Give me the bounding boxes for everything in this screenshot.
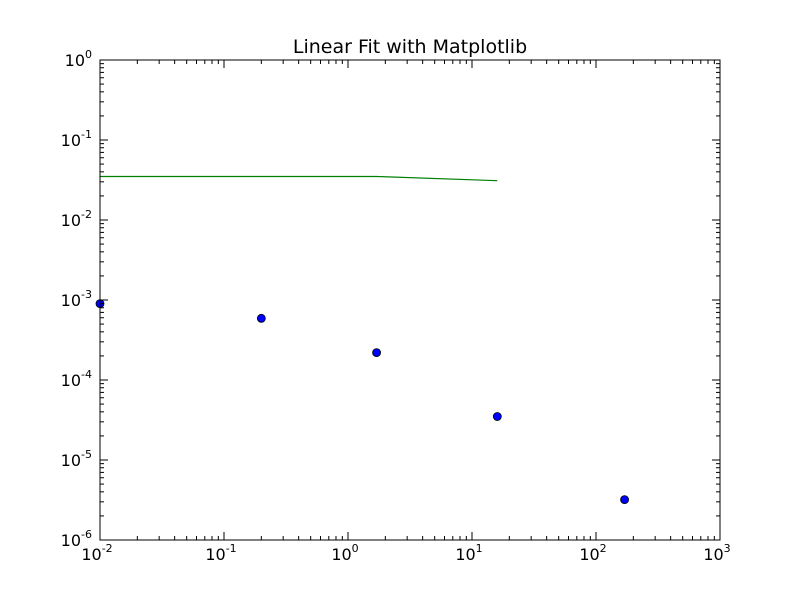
tick-layer: 10-2 10-1 100 101 102 103 100 10-1 10-2 10-3 10-4 1… <box>61 48 731 564</box>
x-tick-label: 10-2 <box>81 542 112 564</box>
y-tick-label: 10-6 <box>61 528 92 550</box>
y-tick-label: 10-2 <box>61 208 92 230</box>
data-point <box>256 313 266 323</box>
axes-background <box>100 60 720 540</box>
x-tick-label: 101 <box>455 542 482 564</box>
y-tick-label: 10-5 <box>61 448 92 470</box>
x-tick-label: 100 <box>331 542 358 564</box>
x-tick-label: 103 <box>703 542 730 564</box>
chart-title: Linear Fit with Matplotlib <box>293 36 527 58</box>
plot-area: 10-2 10-1 100 101 102 103 100 10-1 10-2 10-3 10-4 1… <box>61 48 731 564</box>
y-tick-label: 10-3 <box>61 288 92 310</box>
y-tick-label: 100 <box>65 48 92 70</box>
x-tick-label: 102 <box>579 542 606 564</box>
data-point <box>620 495 629 504</box>
y-tick-label: 10-4 <box>61 368 92 390</box>
x-tick-label: 10-1 <box>205 542 236 564</box>
fit-line <box>100 175 498 182</box>
y-tick-label: 10-1 <box>61 128 92 150</box>
data-point <box>492 412 502 421</box>
data-point <box>372 348 381 358</box>
